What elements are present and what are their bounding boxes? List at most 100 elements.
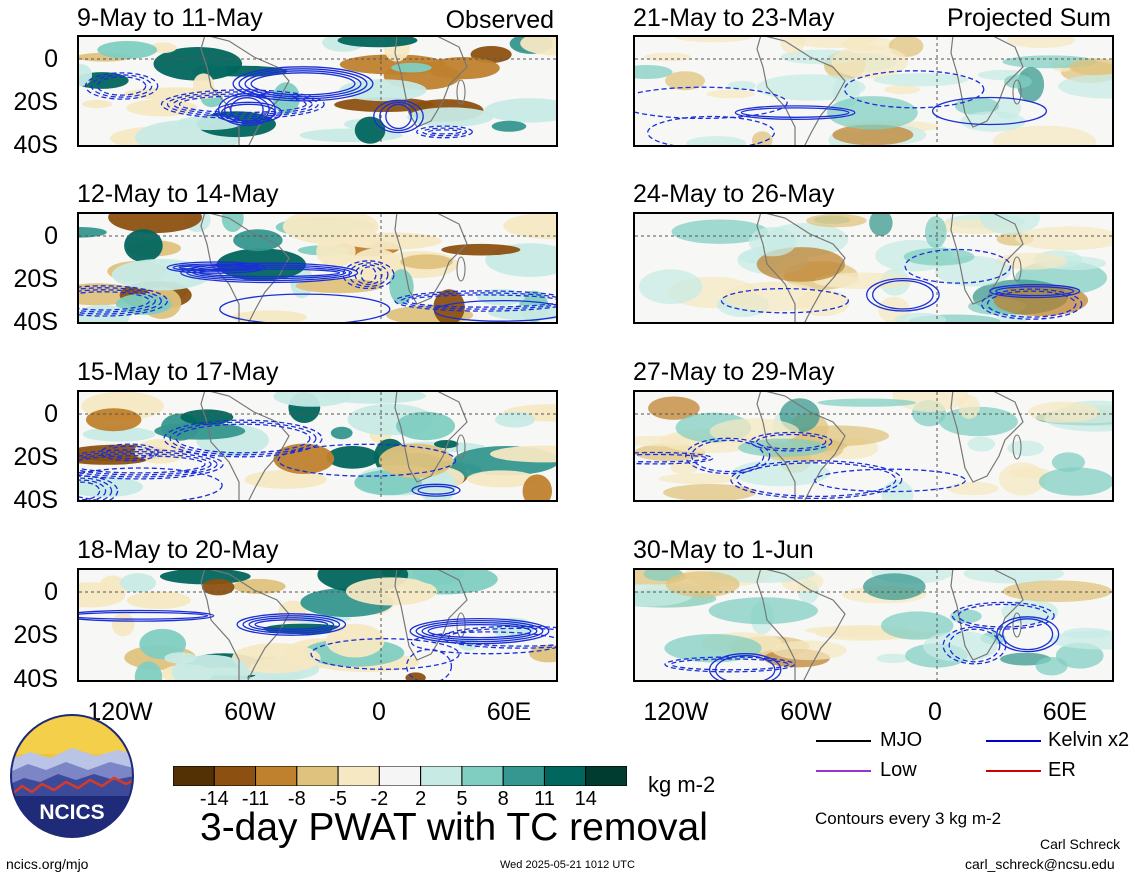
kelvin-contour (160, 89, 325, 120)
legend-er-line (986, 770, 1041, 772)
anomaly-shading (723, 281, 822, 312)
anomaly-shading (98, 575, 127, 601)
map-panel-right-4 (633, 568, 1114, 682)
colorbar-tick-label: -5 (329, 788, 347, 810)
legend-low-line (816, 770, 871, 772)
kelvin-contour (447, 627, 556, 647)
anomaly-shading (82, 99, 113, 109)
y-label-0: 0 (44, 222, 58, 250)
anomaly-shading (1002, 580, 1112, 602)
kelvin-contour (186, 264, 353, 282)
kelvin-contour (178, 264, 255, 271)
coastline-madagascar (1012, 256, 1022, 282)
anomaly-shading (134, 661, 163, 680)
x-label-60e: 60E (486, 698, 532, 726)
anomaly-shading (441, 243, 521, 256)
kelvin-contour (685, 437, 771, 475)
anomaly-shading (124, 229, 163, 263)
kelvin-contour (734, 105, 856, 120)
colorbar-tick-label: 5 (456, 788, 468, 810)
kelvin-contour (417, 485, 455, 495)
colorbar-tick-label: -8 (287, 788, 306, 810)
anomaly-shading (126, 591, 191, 610)
legend-mjo-label: MJO (880, 729, 923, 751)
map-panel-left-3 (77, 390, 558, 502)
kelvin-contour (416, 125, 473, 139)
anomaly-shading (894, 312, 947, 322)
map-panel-right-2 (633, 212, 1114, 324)
coastline-south-america (756, 214, 846, 322)
legend-er-label: ER (1048, 759, 1076, 781)
x-label-0: 0 (372, 698, 386, 726)
anomaly-shading (111, 612, 135, 637)
kelvin-contour (178, 95, 307, 114)
anomaly-shading (665, 571, 740, 598)
anomaly-shading (396, 411, 455, 441)
anomaly-shading (221, 214, 244, 232)
y-label-40s: 40S (13, 131, 58, 159)
kelvin-contour (708, 653, 782, 680)
y-label-20s: 20S (13, 265, 58, 293)
anomaly-shading (748, 227, 797, 257)
kelvin-contour (931, 96, 1048, 126)
coastline-madagascar (1012, 434, 1022, 460)
anomaly-shading (1049, 630, 1112, 650)
x-label-60e: 60E (1042, 698, 1088, 726)
kelvin-contour (163, 419, 323, 458)
anomaly-shading (967, 436, 996, 452)
legend-low-label: Low (880, 759, 917, 781)
map-panel-right-1 (633, 35, 1114, 147)
anomaly-shading (1058, 74, 1112, 99)
anomaly-shading (405, 672, 426, 680)
anomaly-shading (316, 235, 356, 268)
map-panel-left-1 (77, 35, 558, 147)
anomaly-shading (295, 278, 383, 294)
anomaly-shading (708, 597, 818, 625)
anomaly-shading (354, 116, 386, 144)
anomaly-shading (82, 427, 156, 442)
kelvin-contour (79, 479, 107, 500)
anomaly-shading (389, 269, 414, 305)
anomaly-shading (664, 634, 762, 663)
kelvin-contour (433, 299, 556, 322)
anomaly-shading (738, 438, 829, 457)
footer-timestamp: Wed 2025-05-21 1012 UTC (500, 859, 635, 871)
anomaly-shading (706, 89, 755, 99)
kelvin-contour (714, 655, 776, 680)
map-panel-left-2 (77, 212, 558, 324)
kelvin-contour (736, 462, 897, 498)
panel-title-right-3: 27-May to 29-May (633, 358, 835, 386)
contour-note: Contours every 3 kg m-2 (815, 809, 1002, 828)
anomaly-shading (751, 131, 773, 145)
coastline-africa (950, 37, 1024, 128)
coastline-south-america (200, 392, 290, 500)
anomaly-shading (1004, 74, 1032, 89)
kelvin-contour (79, 467, 223, 500)
kelvin-contour (904, 248, 1012, 284)
colorbar-tick-label: -2 (370, 788, 389, 810)
kelvin-contour (405, 648, 453, 680)
kelvin-contour (415, 619, 544, 643)
anomaly-shading (992, 125, 1097, 145)
colorbar-swatch (296, 765, 339, 787)
coastline-south-america (756, 392, 846, 500)
kelvin-contour (79, 609, 215, 622)
kelvin-contour (180, 262, 359, 284)
anomaly-shading (426, 57, 500, 80)
anomaly-shading (925, 216, 947, 249)
legend-mjo-line (816, 740, 871, 742)
kelvin-contour (1002, 618, 1054, 651)
kelvin-contour (79, 449, 224, 480)
kelvin-contour (980, 288, 1083, 320)
anomaly-shading (670, 461, 698, 475)
anomaly-shading (832, 124, 914, 145)
kelvin-contour (373, 99, 424, 134)
coastline-africa (394, 570, 468, 661)
colorbar-unit: kg m-2 (648, 772, 716, 797)
anomaly-shading (522, 474, 552, 500)
anomaly-shading (273, 443, 335, 474)
panel-title-right-2: 24-May to 26-May (633, 180, 835, 208)
x-label-60w: 60W (780, 698, 832, 726)
kelvin-contour (948, 628, 1001, 663)
map-panel-left-4 (77, 568, 558, 682)
